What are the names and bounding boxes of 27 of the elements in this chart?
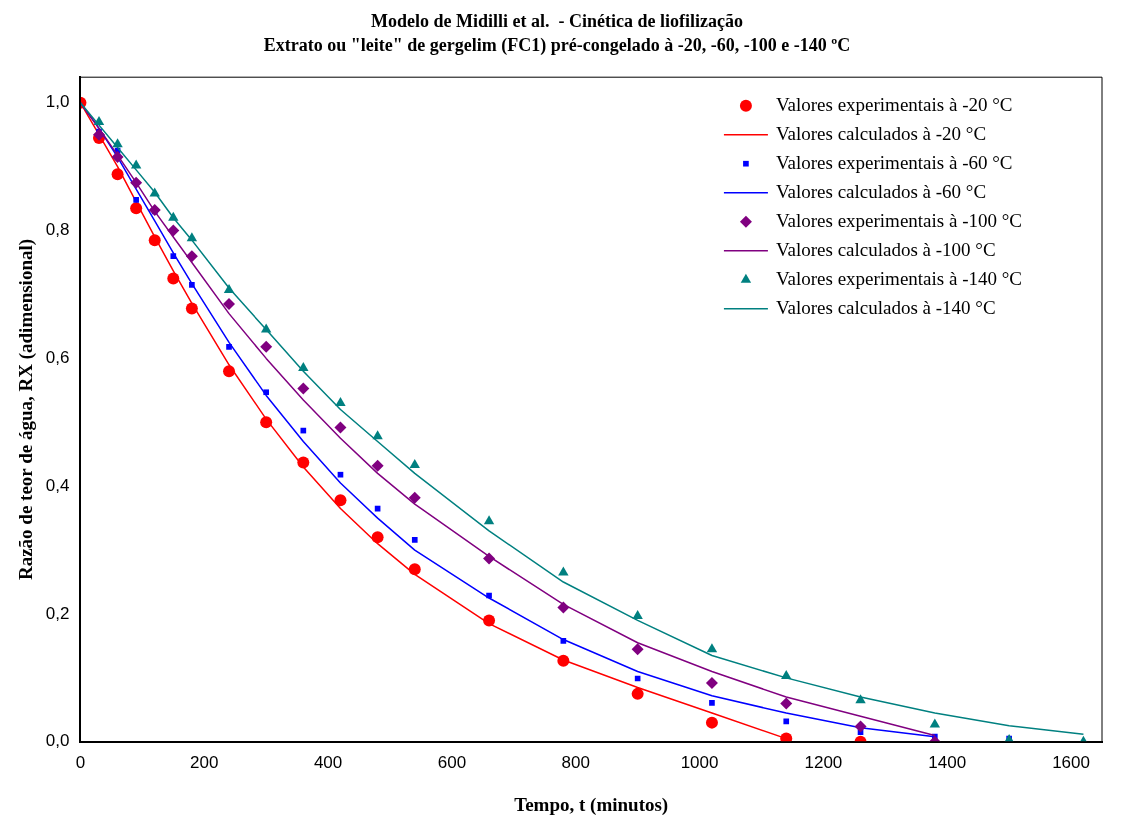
y-tick-label: 0,6 <box>45 348 70 368</box>
y-axis-title: Razão de teor de água, RX (adimensional) <box>15 238 38 581</box>
legend-label: Valores experimentais à -100 °C <box>775 209 1023 231</box>
legend-label: Valores calculados à -100 °C <box>775 238 996 260</box>
x-tick-label: 1400 <box>928 752 967 772</box>
x-tick-label: 1200 <box>804 752 843 772</box>
y-tick-label: 1,0 <box>45 92 70 112</box>
legend-label: Valores calculados à -140 °C <box>775 296 996 318</box>
legend-label: Valores calculados à -20 °C <box>775 122 987 144</box>
legend-label: Valores experimentais à -20 °C <box>775 93 1013 115</box>
y-tick-label: 0,2 <box>45 603 70 623</box>
legend-label: Valores experimentais à -60 °C <box>775 151 1013 173</box>
x-tick-label: 1000 <box>680 752 719 772</box>
legend-label: Valores calculados à -60 °C <box>775 180 987 202</box>
x-tick-label: 200 <box>190 752 219 772</box>
x-tick-label: 600 <box>437 752 467 772</box>
x-tick-label: 0 <box>75 752 86 772</box>
x-tick-label: 800 <box>561 752 590 772</box>
x-tick-label: 400 <box>313 752 343 772</box>
y-tick-label: 0,4 <box>45 475 70 495</box>
chart-title: Modelo de Midilli et al. - Cinética de liofilização <box>371 11 743 32</box>
legend-label: Valores experimentais à -140 °C <box>775 267 1023 289</box>
x-tick-label: 1600 <box>1052 752 1090 772</box>
y-tick-label: 0,8 <box>45 220 70 240</box>
chart-subtitle: Extrato ou "leite" de gergelim (FC1) pré-congelado à -20, -60, -100 e -140 ºC <box>263 35 851 57</box>
x-axis-title: Tempo, t (minutos) <box>514 793 669 816</box>
y-tick-label: 0,0 <box>45 731 70 751</box>
